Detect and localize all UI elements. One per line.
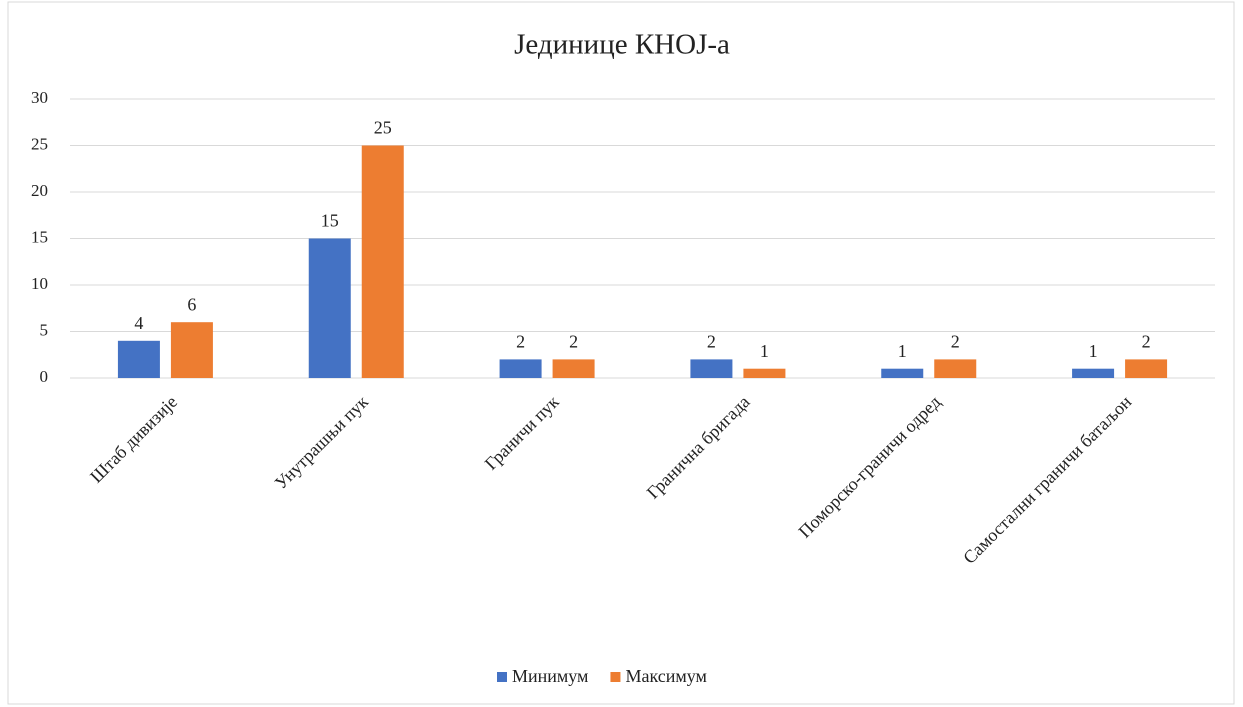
bar bbox=[361, 145, 404, 378]
y-tick-label: 20 bbox=[31, 181, 48, 200]
data-label: 2 bbox=[951, 332, 960, 352]
bar bbox=[690, 359, 733, 378]
bar bbox=[552, 359, 595, 378]
data-label: 1 bbox=[760, 341, 769, 361]
data-label: 4 bbox=[134, 313, 143, 333]
y-tick-label: 25 bbox=[31, 134, 48, 153]
data-label: 2 bbox=[707, 332, 716, 352]
bar bbox=[1125, 359, 1168, 378]
data-label: 15 bbox=[321, 211, 339, 231]
bar bbox=[743, 368, 786, 378]
bar bbox=[934, 359, 977, 378]
y-tick-label: 30 bbox=[31, 88, 48, 107]
data-label: 1 bbox=[1089, 341, 1098, 361]
data-label: 2 bbox=[569, 332, 578, 352]
data-label: 25 bbox=[374, 118, 392, 138]
legend-label: Минимум bbox=[512, 666, 588, 686]
bar bbox=[1072, 368, 1115, 378]
y-tick-label: 0 bbox=[40, 367, 49, 386]
bar bbox=[308, 238, 351, 378]
y-tick-label: 5 bbox=[40, 320, 49, 339]
legend-swatch bbox=[610, 672, 621, 682]
data-label: 6 bbox=[187, 294, 196, 314]
legend-swatch bbox=[497, 672, 507, 682]
chart-title: Јединице КНОЈ-а bbox=[514, 29, 730, 61]
bar bbox=[499, 359, 542, 378]
y-tick-label: 15 bbox=[31, 227, 48, 246]
legend-label: Максимум bbox=[625, 666, 706, 686]
data-label: 2 bbox=[1142, 332, 1151, 352]
data-label: 2 bbox=[516, 332, 525, 352]
bar bbox=[117, 340, 160, 378]
data-label: 1 bbox=[898, 341, 907, 361]
y-tick-label: 10 bbox=[31, 274, 48, 293]
bar bbox=[170, 322, 213, 378]
bar bbox=[881, 368, 924, 378]
